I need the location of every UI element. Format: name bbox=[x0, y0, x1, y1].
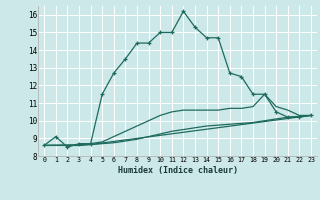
X-axis label: Humidex (Indice chaleur): Humidex (Indice chaleur) bbox=[118, 166, 238, 175]
